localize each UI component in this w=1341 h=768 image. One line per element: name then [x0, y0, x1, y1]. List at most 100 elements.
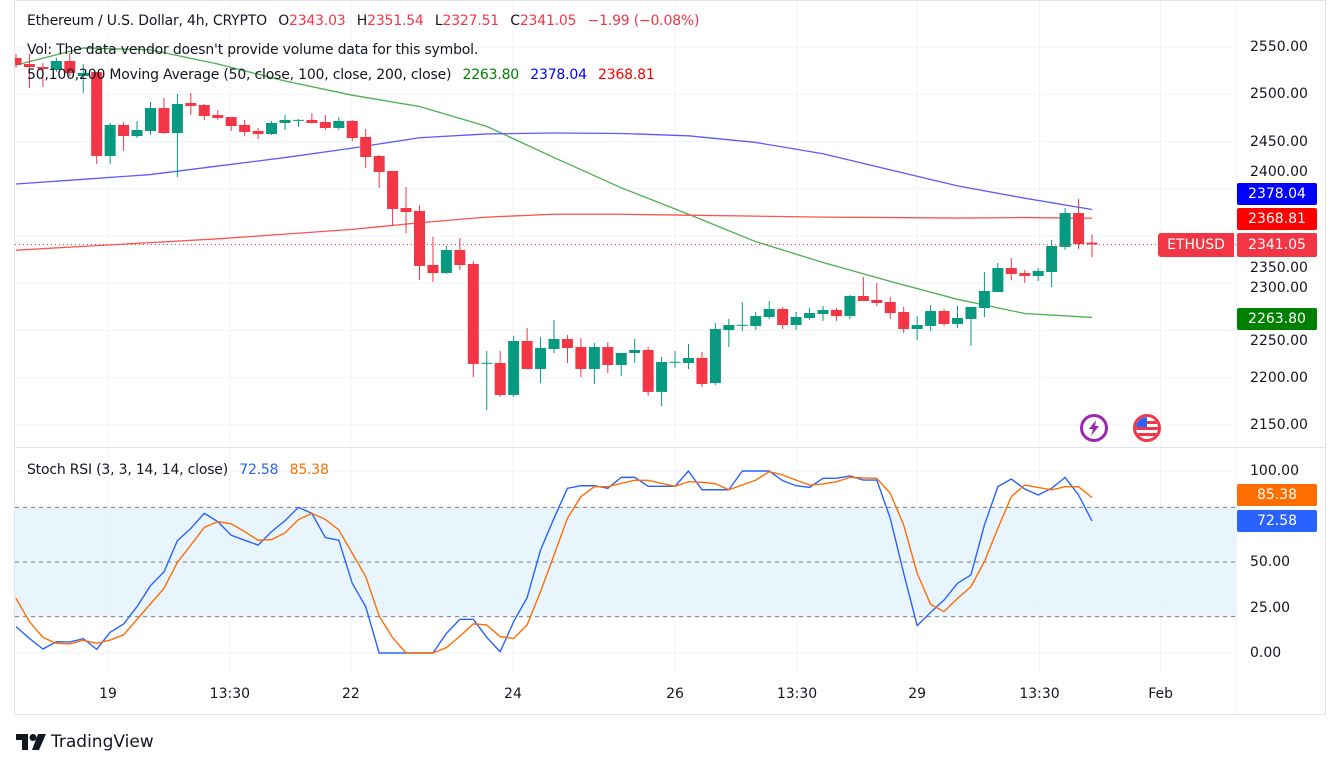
candle	[373, 155, 385, 188]
time-tick-label: 22	[341, 686, 360, 702]
candle-body	[319, 122, 331, 128]
candle-body	[414, 210, 425, 266]
candle	[145, 101, 156, 135]
candle-body	[225, 117, 237, 127]
candle	[683, 344, 694, 369]
candle	[588, 342, 600, 384]
candle	[911, 316, 923, 341]
candle-body	[346, 120, 358, 139]
candle	[319, 115, 331, 130]
candle	[952, 306, 963, 329]
candle	[131, 120, 143, 139]
candle	[171, 93, 183, 178]
rsi-legend[interactable]: Stoch RSI (3, 3, 14, 14, close) 72.58 85…	[27, 462, 329, 478]
candle-body	[777, 308, 789, 326]
candle-body	[898, 311, 910, 329]
candle-body	[763, 308, 775, 317]
time-tick-label: 13:30	[776, 686, 818, 702]
candle	[225, 116, 237, 132]
candle-body	[804, 313, 816, 319]
candle	[1086, 234, 1098, 258]
candle-body	[64, 60, 76, 73]
candle	[212, 110, 224, 120]
candle-body	[400, 208, 412, 212]
price-tick-label: 2500.00	[1250, 86, 1308, 103]
candle-body	[952, 318, 963, 324]
candle-body	[709, 328, 721, 384]
candle-body	[50, 60, 62, 70]
candle	[239, 119, 251, 137]
candle	[37, 63, 49, 87]
candle-body	[978, 290, 990, 309]
price-tick-label: 2550.00	[1250, 39, 1308, 55]
candle	[763, 301, 775, 319]
lightning-event-icon[interactable]	[1080, 414, 1108, 442]
candle	[185, 93, 197, 116]
candle-body	[279, 119, 291, 123]
high-label: H	[356, 13, 368, 29]
ma50-value: 2263.80	[462, 67, 520, 83]
candle-body	[266, 122, 278, 135]
candle	[400, 187, 412, 233]
candle	[91, 72, 103, 164]
candle	[857, 277, 869, 302]
candle-body	[239, 124, 251, 132]
us-flag-icon[interactable]	[1133, 414, 1161, 442]
candle	[118, 122, 130, 151]
symbol-legend[interactable]: Ethereum / U.S. Dollar, 4h, CRYPTO O2343…	[27, 13, 699, 29]
candle	[656, 356, 668, 407]
candle-body	[535, 347, 547, 369]
candle	[306, 112, 318, 124]
candle-body	[185, 103, 197, 106]
candle	[736, 301, 748, 331]
volume-legend[interactable]: Vol: The data vendor doesn't provide vol…	[27, 42, 478, 58]
time-tick-label: 24	[504, 686, 522, 702]
tradingview-logo-icon	[16, 734, 46, 750]
low-value: 2327.51	[442, 13, 499, 29]
candle-body	[494, 363, 506, 395]
time-tick-label: 29	[908, 686, 927, 702]
candle-body	[508, 340, 520, 395]
candle	[1019, 270, 1031, 283]
candle	[481, 351, 493, 410]
rsi-tick-label: 25.00	[1250, 599, 1291, 616]
candle-body	[575, 347, 587, 369]
open-label: O	[278, 13, 290, 29]
candle	[602, 342, 614, 374]
candle-body	[830, 309, 842, 317]
high-value: 2351.54	[367, 13, 424, 29]
candle-body	[938, 311, 950, 324]
candle-body	[1073, 213, 1085, 245]
candle-body	[561, 339, 573, 348]
stoch-rsi-lines	[15, 470, 1093, 654]
candle-body	[91, 72, 103, 156]
stoch-rsi-k-line	[15, 470, 1093, 654]
candle	[279, 115, 291, 130]
candle-body	[15, 57, 22, 65]
ma-legend[interactable]: 50,100,200 Moving Average (50, close, 10…	[27, 67, 655, 83]
candle-body	[1032, 270, 1044, 276]
volume-note: Vol: The data vendor doesn't provide vol…	[27, 42, 479, 58]
tradingview-logo[interactable]: TradingView	[16, 732, 154, 752]
candle-body	[1046, 246, 1058, 273]
candle-body	[656, 361, 668, 392]
candle-body	[387, 170, 399, 209]
candle	[898, 306, 910, 333]
candle	[669, 351, 681, 368]
candle	[252, 127, 264, 140]
candle-body	[884, 301, 896, 314]
candle-body	[198, 105, 210, 116]
candle	[414, 205, 425, 281]
time-tick-label: 26	[666, 686, 684, 702]
candle	[198, 103, 210, 120]
rsi-title: Stoch RSI (3, 3, 14, 14, close)	[27, 462, 228, 478]
time-tick-label: 19	[99, 686, 117, 702]
candle	[817, 306, 829, 321]
candle	[548, 320, 560, 353]
candle	[709, 323, 721, 386]
low-label: L	[434, 13, 443, 29]
candle-body	[104, 124, 116, 156]
candle	[292, 119, 304, 127]
candle	[938, 308, 950, 326]
